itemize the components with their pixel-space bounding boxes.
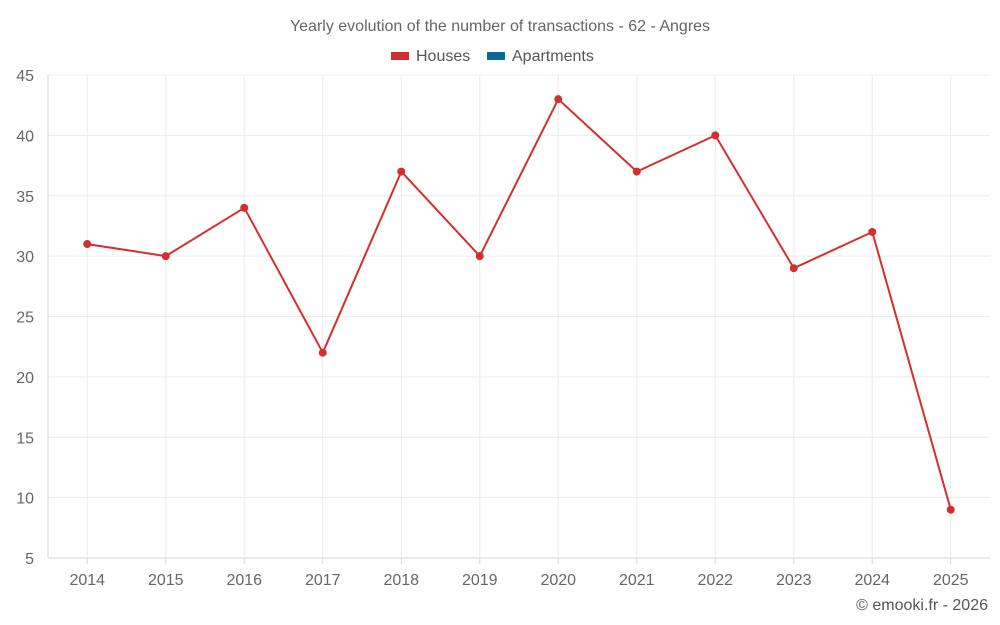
legend-item-apartments[interactable]: Apartments <box>487 48 594 65</box>
y-axis-ticks: 5 10 15 20 25 30 35 40 45 <box>16 68 34 568</box>
y-tick-label: 20 <box>16 370 34 387</box>
series-line-houses <box>87 98 952 510</box>
data-point-houses-2019[interactable] <box>475 252 484 261</box>
x-tick-label: 2023 <box>776 572 812 589</box>
y-tick-label: 5 <box>25 551 34 568</box>
y-tick-label: 25 <box>16 310 34 327</box>
x-tick-label: 2014 <box>69 572 105 589</box>
y-tick-label: 35 <box>16 189 34 206</box>
data-point-houses-2020[interactable] <box>554 95 563 104</box>
data-point-houses-2025[interactable] <box>946 505 955 514</box>
x-tick-label: 2021 <box>619 572 655 589</box>
x-tick-label: 2018 <box>383 572 419 589</box>
x-tick-label: 2019 <box>462 572 498 589</box>
x-tick-label: 2025 <box>933 572 969 589</box>
y-tick-label: 30 <box>16 249 34 266</box>
data-point-houses-2015[interactable] <box>161 252 170 261</box>
legend-label-houses: Houses <box>416 48 470 65</box>
x-tick-label: 2024 <box>854 572 890 589</box>
y-tick-label: 15 <box>16 430 34 447</box>
data-point-houses-2017[interactable] <box>318 348 327 357</box>
legend-swatch-houses <box>391 52 409 60</box>
x-tick-label: 2020 <box>540 572 576 589</box>
data-point-houses-2014[interactable] <box>83 240 92 249</box>
data-point-houses-2024[interactable] <box>868 227 877 236</box>
x-tick-label: 2022 <box>697 572 733 589</box>
data-point-houses-2016[interactable] <box>240 203 249 212</box>
x-tick-label: 2016 <box>226 572 262 589</box>
legend: Houses Apartments <box>391 48 594 65</box>
credit-text: © emooki.fr - 2026 <box>856 597 988 614</box>
legend-item-houses[interactable]: Houses <box>391 48 470 65</box>
axes <box>47 75 990 559</box>
legend-swatch-apartments <box>487 52 505 60</box>
x-tick-label: 2015 <box>148 572 184 589</box>
data-point-houses-2022[interactable] <box>711 131 720 140</box>
y-tick-label: 10 <box>16 491 34 508</box>
series-houses <box>83 95 955 514</box>
data-point-houses-2021[interactable] <box>632 167 641 176</box>
x-axis-ticks: 2014 2015 2016 2017 2018 2019 2020 2021 2022 2023… <box>69 558 969 589</box>
y-tick-label: 45 <box>16 68 34 85</box>
grid <box>48 74 990 559</box>
x-tick-label: 2017 <box>305 572 341 589</box>
legend-label-apartments: Apartments <box>512 48 594 65</box>
y-tick-label: 40 <box>16 128 34 145</box>
data-point-houses-2018[interactable] <box>397 167 406 176</box>
chart-title: Yearly evolution of the number of transa… <box>290 18 710 35</box>
data-point-houses-2023[interactable] <box>789 264 798 273</box>
